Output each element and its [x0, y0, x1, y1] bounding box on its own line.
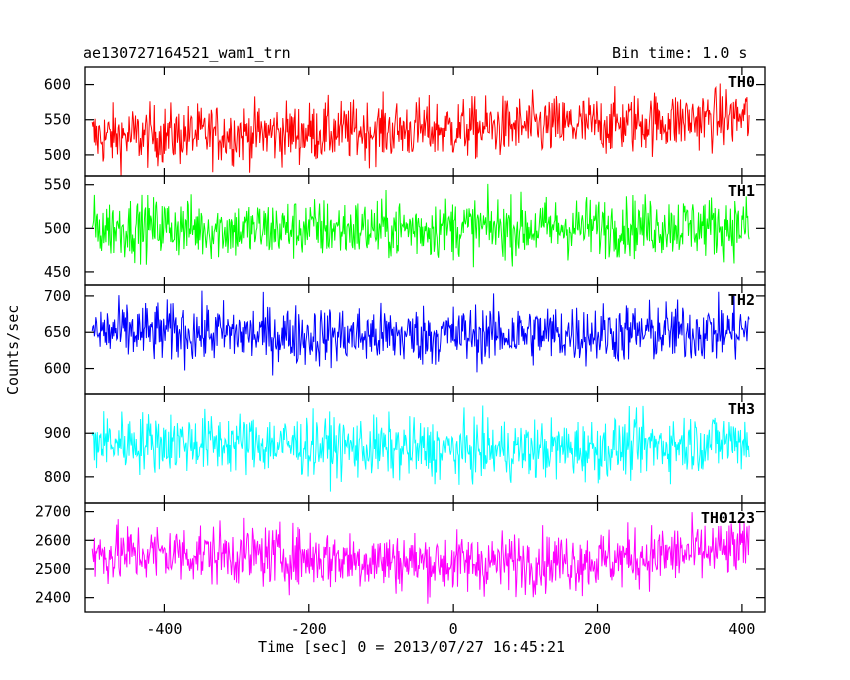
series-line-th0: [91, 83, 750, 176]
panel-label: TH0: [728, 73, 755, 91]
series-line-th1: [91, 183, 750, 268]
y-tick-label: 800: [44, 468, 71, 486]
panel-label: TH3: [728, 400, 755, 418]
y-tick-label: 550: [44, 176, 71, 194]
series-line-th3: [91, 405, 750, 492]
x-axis-label: Time [sec] 0 = 2013/07/27 16:45:21: [258, 638, 566, 656]
panel-label: TH1: [728, 182, 755, 200]
series-line-th0123: [91, 512, 750, 604]
panel-label: TH2: [728, 291, 755, 309]
x-tick-label: -400: [146, 620, 182, 638]
x-tick-label: -200: [291, 620, 327, 638]
y-tick-label: 2600: [35, 531, 71, 549]
y-tick-label: 650: [44, 323, 71, 341]
series-line-th2: [91, 290, 750, 376]
y-tick-label: 500: [44, 219, 71, 237]
bin-time-label: Bin time: 1.0 s: [612, 44, 748, 62]
y-axis-label: Counts/sec: [4, 304, 22, 395]
y-tick-label: 2500: [35, 560, 71, 578]
x-tick-label: 200: [584, 620, 611, 638]
x-tick-label: 400: [728, 620, 755, 638]
x-tick-label: 0: [449, 620, 458, 638]
y-tick-label: 700: [44, 287, 71, 305]
y-tick-label: 600: [44, 360, 71, 378]
y-tick-label: 900: [44, 424, 71, 442]
panel-frame-th0123: [84, 502, 766, 613]
y-tick-label: 2400: [35, 589, 71, 607]
chart-title: ae130727164521_wam1_trn: [83, 44, 291, 62]
y-tick-label: 2700: [35, 503, 71, 521]
y-tick-label: 550: [44, 111, 71, 129]
y-tick-label: 500: [44, 146, 71, 164]
y-tick-label: 600: [44, 76, 71, 94]
panel-label: TH0123: [701, 509, 755, 527]
y-tick-label: 450: [44, 263, 71, 281]
